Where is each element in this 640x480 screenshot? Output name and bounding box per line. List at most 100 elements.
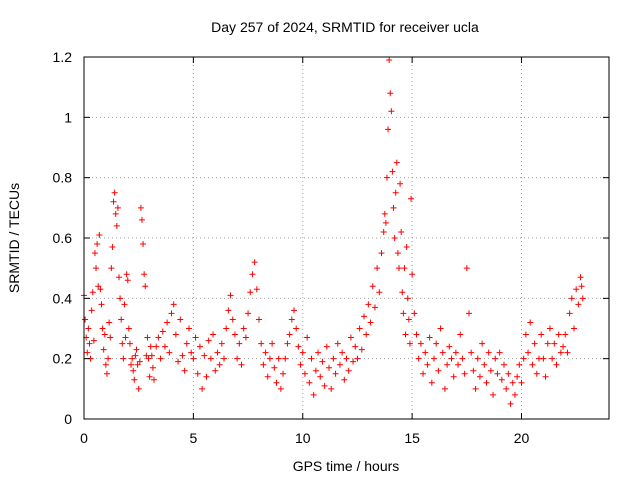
data-point — [328, 385, 335, 392]
data-point — [273, 379, 280, 386]
x-tick-label: 20 — [514, 430, 530, 446]
data-point — [207, 355, 214, 362]
data-point — [439, 349, 446, 356]
data-point — [507, 400, 514, 407]
data-point — [317, 373, 324, 380]
data-point — [577, 274, 584, 281]
data-point — [172, 331, 179, 338]
data-point — [315, 349, 322, 356]
data-point — [125, 325, 132, 332]
data-point — [402, 331, 409, 338]
y-tick-label: 1.2 — [53, 49, 73, 65]
data-point — [492, 355, 499, 362]
data-point — [205, 337, 212, 344]
data-point — [90, 337, 97, 344]
data-point — [96, 231, 103, 238]
data-point — [336, 361, 343, 368]
data-point — [450, 373, 457, 380]
data-point — [256, 316, 262, 323]
data-point — [277, 385, 284, 392]
data-point — [282, 355, 289, 362]
data-point — [124, 277, 131, 284]
data-point — [236, 340, 243, 347]
data-point — [352, 343, 359, 350]
data-point — [501, 361, 507, 368]
data-point — [483, 379, 490, 386]
data-point — [387, 90, 394, 97]
data-point — [138, 216, 145, 223]
data-point — [136, 358, 143, 365]
data-point — [221, 355, 227, 362]
data-point — [291, 307, 297, 314]
data-point — [397, 180, 404, 187]
data-point — [420, 370, 427, 377]
data-point — [143, 352, 150, 359]
data-point — [417, 340, 424, 347]
data-point — [564, 349, 571, 356]
data-point — [472, 385, 479, 392]
data-point — [575, 301, 582, 308]
y-tick-label: 0.8 — [53, 170, 73, 186]
data-point — [448, 355, 455, 362]
data-point — [88, 307, 95, 314]
data-point — [396, 265, 402, 272]
data-point — [212, 367, 219, 374]
data-point — [151, 376, 157, 383]
data-point — [461, 370, 468, 377]
x-tick-labels: 0 5 10 15 20 — [80, 430, 529, 446]
data-point — [549, 355, 556, 362]
data-points — [81, 57, 586, 407]
data-point — [177, 316, 184, 323]
data-point — [437, 325, 444, 332]
data-point — [308, 355, 315, 362]
data-point — [164, 319, 171, 326]
data-point — [376, 289, 383, 296]
data-point — [505, 370, 512, 377]
data-point — [578, 283, 585, 290]
data-point — [388, 108, 395, 115]
data-point — [196, 343, 203, 350]
data-point — [133, 346, 140, 353]
data-point — [560, 343, 567, 350]
data-point — [95, 283, 102, 290]
data-point — [573, 286, 580, 293]
data-point — [134, 361, 141, 368]
data-point — [401, 265, 408, 272]
data-point — [413, 331, 420, 338]
data-point — [551, 340, 558, 347]
x-tick-label: 15 — [404, 430, 420, 446]
data-point — [157, 355, 164, 362]
data-point — [84, 349, 91, 356]
data-point — [538, 331, 545, 338]
data-point — [457, 331, 464, 338]
data-point — [128, 361, 135, 368]
data-point — [240, 325, 247, 332]
data-point — [496, 349, 503, 356]
data-point — [146, 373, 153, 380]
data-point — [494, 370, 501, 377]
data-point — [262, 349, 269, 356]
data-point — [288, 316, 295, 323]
data-point — [130, 367, 137, 374]
data-point — [498, 376, 505, 383]
data-point — [82, 316, 89, 323]
data-point — [487, 367, 494, 374]
data-point — [332, 370, 339, 377]
data-point — [247, 289, 254, 296]
data-point — [97, 286, 104, 293]
data-point — [531, 340, 538, 347]
data-point — [120, 355, 127, 362]
data-point — [371, 304, 378, 311]
data-point — [555, 331, 562, 338]
data-point — [516, 361, 523, 368]
data-point — [406, 340, 413, 347]
data-point — [295, 343, 302, 350]
y-tick-label: 0 — [64, 411, 72, 427]
axis-ticks — [83, 56, 609, 420]
data-point — [452, 349, 459, 356]
data-point — [363, 331, 370, 338]
data-point — [422, 349, 429, 356]
data-point — [210, 331, 217, 338]
data-point — [188, 349, 195, 356]
